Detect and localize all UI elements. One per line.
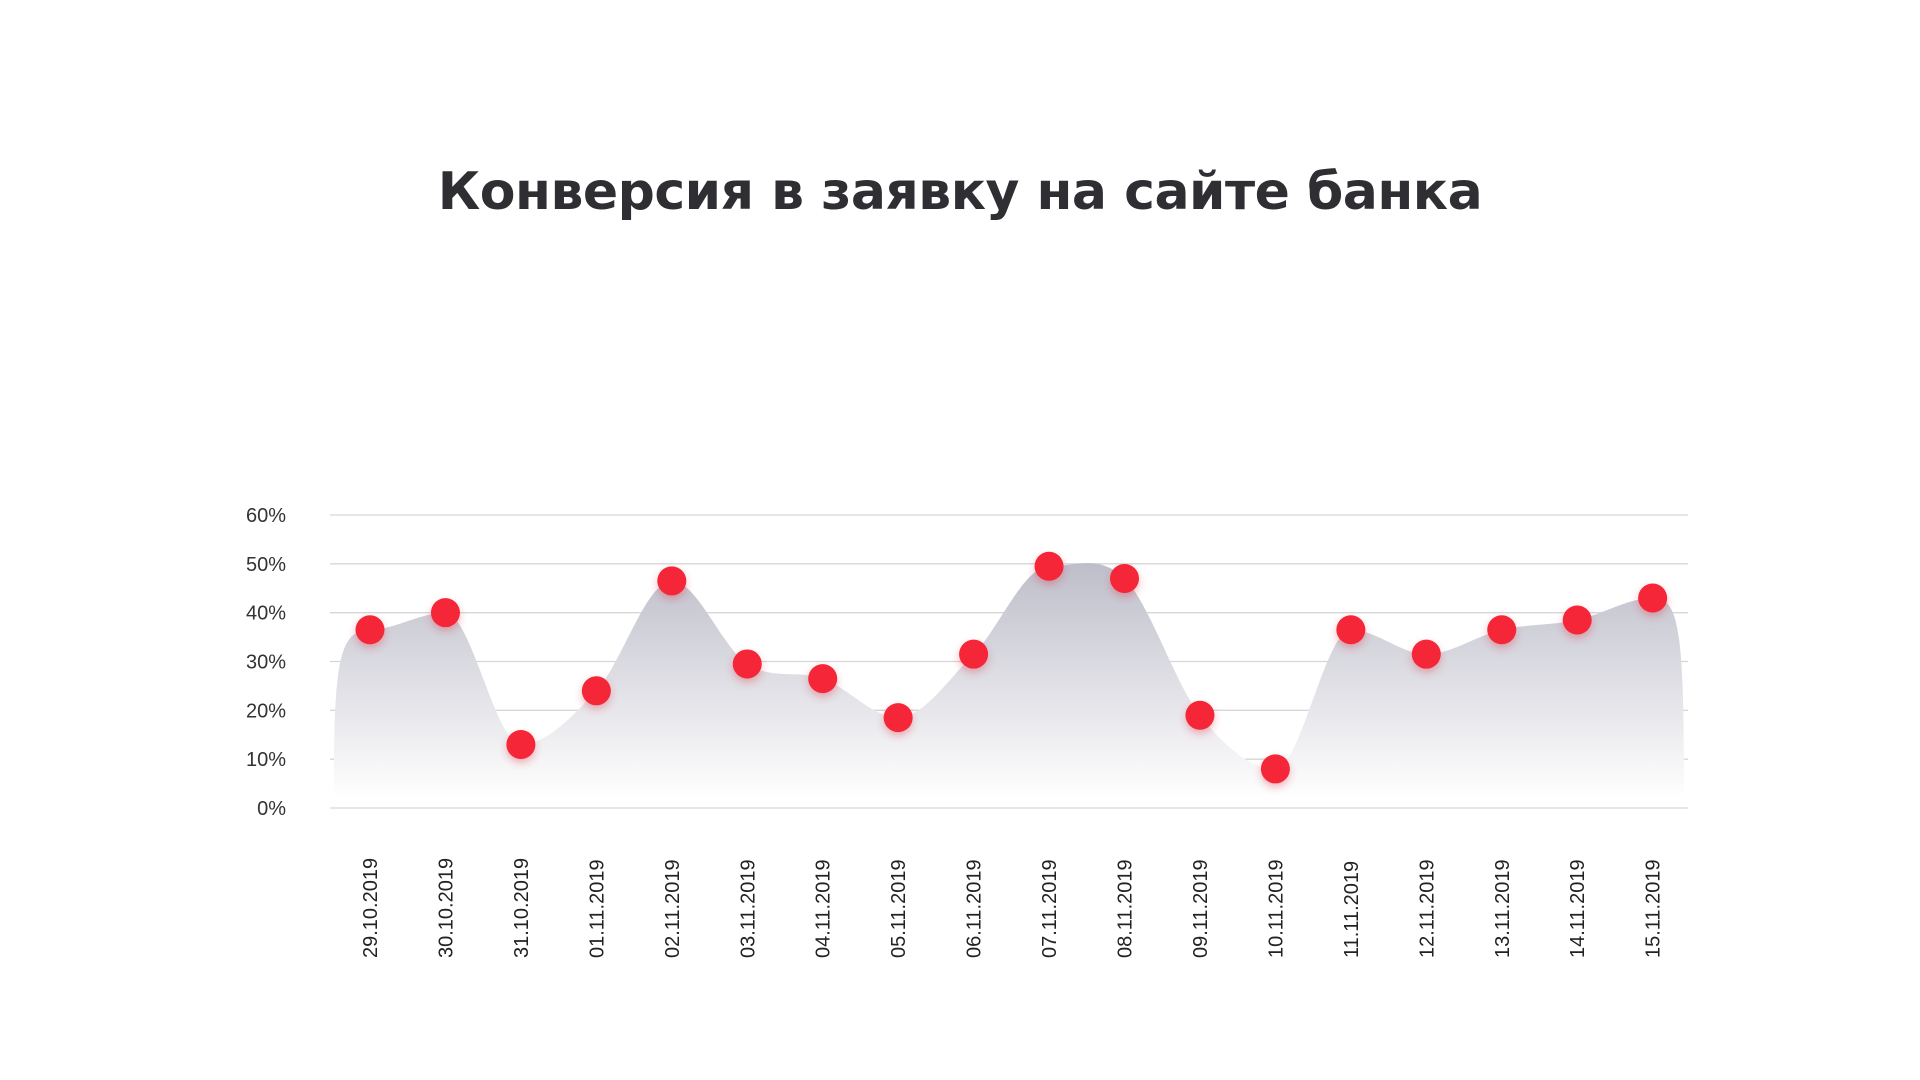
x-tick-label: 09.11.2019 [1190,859,1212,958]
y-axis-ticks: 0% 10% 20% 30% 40% 50% 60% [246,505,286,820]
data-point [883,703,913,733]
chart-title: Конверсия в заявку на сайте банка [437,162,1483,222]
data-point [1411,639,1441,669]
data-point [1110,563,1139,593]
x-tick-label: 03.11.2019 [737,859,759,958]
x-tick-label: 13.11.2019 [1492,859,1514,958]
data-point [808,664,838,694]
y-tick-label: 30% [246,652,286,674]
x-tick-label: 08.11.2019 [1115,859,1137,958]
data-point [1034,551,1064,581]
x-tick-label: 12.11.2019 [1416,859,1438,958]
x-tick-label: 11.11.2019 [1341,861,1363,958]
y-tick-label: 50% [246,554,286,576]
x-tick-label: 02.11.2019 [662,859,684,958]
x-axis-ticks: 29.10.2019 30.10.2019 31.10.2019 01.11.2019… [360,858,1665,958]
x-tick-label: 06.11.2019 [964,859,986,958]
data-point [1336,615,1366,645]
y-tick-label: 0% [257,798,286,820]
x-tick-label: 05.11.2019 [888,859,910,958]
data-point [430,598,460,628]
y-tick-label: 40% [246,603,286,625]
data-point [732,649,762,679]
data-points [355,551,1668,784]
area-fill [334,563,1684,798]
data-point [959,639,989,669]
y-tick-label: 60% [246,505,286,527]
area-series [334,563,1684,798]
data-point [1260,754,1290,784]
data-point [581,676,611,706]
y-tick-label: 10% [246,749,286,771]
data-point [355,615,385,645]
y-tick-label: 20% [246,700,286,722]
x-tick-label: 07.11.2019 [1039,859,1061,958]
x-tick-label: 01.11.2019 [586,859,608,958]
data-point [1562,605,1592,635]
x-tick-label: 10.11.2019 [1265,859,1287,958]
x-tick-label: 14.11.2019 [1567,859,1589,958]
data-point [1185,700,1215,730]
x-tick-label: 04.11.2019 [813,859,835,958]
data-point [1638,583,1668,613]
data-point [1487,615,1517,645]
x-tick-label: 31.10.2019 [511,858,533,958]
x-tick-label: 15.11.2019 [1643,859,1665,958]
x-tick-label: 29.10.2019 [360,858,382,958]
data-point [506,730,536,760]
data-point [657,566,687,596]
x-tick-label: 30.10.2019 [435,858,457,958]
